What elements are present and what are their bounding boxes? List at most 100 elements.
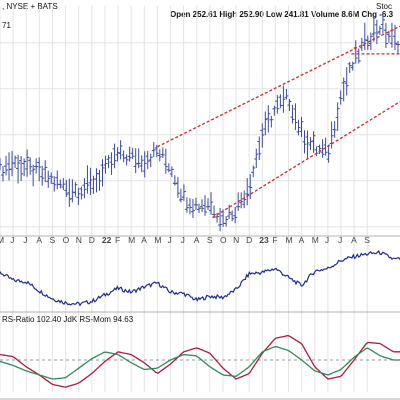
price-bar	[227, 204, 232, 219]
price-bar	[338, 90, 343, 105]
price-bar	[371, 16, 376, 42]
price-bar	[263, 111, 268, 136]
x-tick-label: A	[36, 235, 42, 245]
x-tick-label: D	[89, 235, 95, 245]
last-value: 71	[2, 21, 11, 30]
price-bar	[281, 85, 286, 113]
price-bar	[269, 115, 274, 128]
price-bar	[248, 174, 253, 200]
price-bar	[242, 190, 247, 209]
price-bar	[296, 119, 301, 136]
price-bar	[332, 121, 337, 138]
ticker-line: , NYSE + BATS	[2, 2, 58, 11]
price-bar	[308, 137, 313, 151]
price-bar	[287, 98, 292, 112]
x-tick-label: J	[167, 235, 171, 245]
price-bar	[67, 178, 72, 207]
price-bar	[151, 142, 156, 158]
price-bar	[133, 148, 138, 174]
price-bar	[61, 178, 66, 191]
trend-line-lower-channel	[212, 101, 400, 219]
price-bar	[49, 172, 54, 185]
price-bar	[64, 179, 69, 198]
price-bar	[157, 149, 162, 162]
price-bar	[230, 210, 235, 222]
price-bar	[272, 105, 277, 116]
rrg-panel	[0, 334, 400, 400]
price-bar	[254, 148, 259, 168]
watermark: Stoc	[376, 2, 392, 11]
x-tick-label: A	[299, 235, 305, 245]
price-bar	[1, 166, 6, 182]
month-axis: M J J A S O N D 22 F M A M J J A S O N D 23 F M A M J J A S	[0, 235, 370, 245]
price-bar	[257, 136, 262, 161]
price-bar	[299, 116, 304, 138]
price-bar	[311, 131, 316, 153]
price-bar	[317, 144, 322, 155]
price-bar	[34, 158, 39, 174]
price-bar	[142, 151, 147, 178]
price-bar	[368, 32, 373, 51]
x-tick-label: A	[351, 235, 357, 245]
x-tick-label: M	[312, 235, 319, 245]
price-bar	[169, 166, 174, 177]
x-tick-label: M	[128, 235, 135, 245]
price-bar	[85, 165, 90, 194]
price-bar	[28, 157, 33, 175]
price-bar	[103, 155, 108, 174]
x-tick-label: 23	[259, 235, 269, 245]
price-bar	[203, 195, 208, 216]
price-bar	[130, 147, 135, 159]
x-tick-label: S	[49, 235, 55, 245]
price-bar	[359, 37, 364, 51]
price-bar	[196, 203, 201, 214]
x-tick-label: J	[325, 235, 329, 245]
price-panel	[0, 6, 400, 392]
price-bar	[302, 130, 307, 154]
price-bar	[181, 184, 186, 201]
price-bar	[347, 62, 352, 73]
x-tick-label: N	[76, 235, 82, 245]
price-bar	[97, 170, 102, 191]
price-bar	[121, 150, 126, 163]
price-bar	[52, 176, 57, 192]
price-bar	[323, 137, 328, 156]
price-bar	[320, 139, 325, 158]
price-bar	[118, 140, 123, 160]
price-bar	[377, 25, 382, 35]
x-tick-label: F	[115, 235, 120, 245]
price-bar	[199, 199, 204, 212]
price-bar	[88, 167, 93, 195]
price-bar	[109, 152, 114, 175]
price-bar	[335, 102, 340, 131]
ohlc-readout: Open 252.61 High 252.90 Low 241.81 Volum…	[170, 10, 394, 19]
price-bar	[19, 156, 24, 182]
x-tick-label: J	[338, 235, 342, 245]
price-bar	[43, 160, 48, 183]
series-line-rs-ratio	[0, 334, 400, 388]
rs-label: RS-Ratio 102.40 JdK RS-Mom 94.63	[2, 315, 134, 324]
price-bar	[163, 148, 168, 174]
x-tick-label: O	[63, 235, 70, 245]
x-tick-label: A	[194, 235, 200, 245]
price-bar	[184, 197, 189, 213]
price-bar	[127, 146, 132, 162]
price-bar	[31, 164, 36, 187]
price-bar	[40, 165, 45, 186]
price-bar	[175, 177, 180, 198]
price-bar	[4, 155, 9, 176]
x-tick-label: 22	[102, 235, 112, 245]
price-bar	[46, 170, 51, 188]
x-tick-label: J	[23, 235, 27, 245]
x-tick-label: O	[220, 235, 227, 245]
price-bar	[239, 192, 244, 209]
price-bar	[278, 94, 283, 109]
price-bar	[290, 104, 295, 124]
price-bar	[76, 187, 81, 205]
price-bar	[275, 95, 280, 114]
price-bar	[172, 175, 177, 186]
price-bar	[386, 30, 391, 43]
price-bar	[37, 157, 42, 182]
x-tick-label: D	[246, 235, 252, 245]
